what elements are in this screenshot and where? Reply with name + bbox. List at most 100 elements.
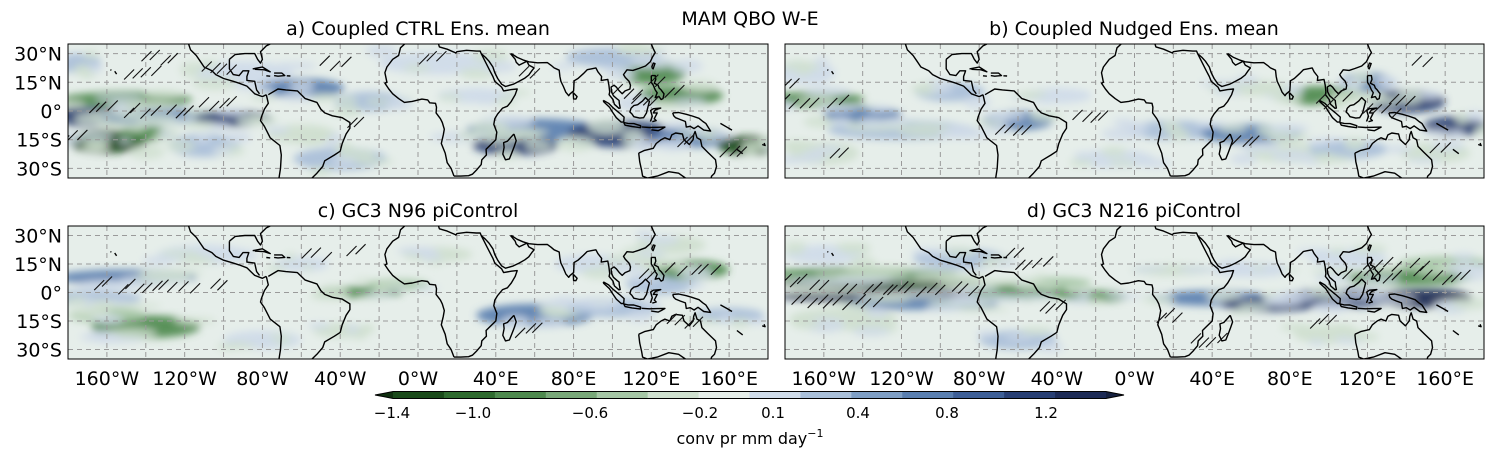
field-texture [829, 117, 851, 125]
field-texture [925, 306, 965, 311]
lat-tick-label: 15°N [14, 72, 62, 94]
field-texture [372, 287, 389, 293]
colorbar-cell [750, 392, 801, 399]
lon-tick-label: 40°E [473, 368, 519, 390]
field-texture [784, 241, 807, 249]
field-texture [496, 149, 518, 160]
panel-a-lat-labels: 30°N15°N0°15°S30°S [14, 44, 62, 181]
colorbar-tick-label: 0.1 [761, 404, 785, 422]
field-texture [81, 312, 109, 318]
field-texture [1456, 112, 1469, 124]
colorbar-cell [1055, 392, 1106, 399]
colorbar-cell [444, 392, 495, 399]
colorbar-cell [648, 392, 699, 399]
field-texture [144, 90, 183, 100]
colorbar-label-exponent: −1 [807, 427, 823, 440]
field-texture [302, 264, 313, 271]
field-texture [135, 120, 184, 125]
field-texture [805, 87, 851, 97]
colorbar-cell [597, 392, 648, 399]
field-texture [907, 267, 995, 271]
field-texture [1332, 324, 1352, 331]
lat-tick-label: 30°S [16, 340, 62, 362]
lon-tick-label: 120°W [869, 368, 934, 390]
lon-tick-label: 40°E [1189, 368, 1235, 390]
field-texture [1037, 342, 1064, 352]
field-texture [606, 71, 637, 79]
field-texture [929, 85, 953, 93]
field-texture [1078, 292, 1092, 299]
field-texture [160, 250, 199, 256]
field-texture [1004, 335, 1034, 341]
field-texture [998, 112, 1026, 120]
field-texture [852, 327, 890, 337]
field-texture [1143, 295, 1175, 304]
lon-tick-label: 120°W [152, 368, 217, 390]
field-texture [165, 141, 195, 152]
lon-tick-label: 160°W [792, 368, 857, 390]
field-texture [1020, 327, 1053, 335]
field-texture [87, 144, 108, 151]
lon-tick-label: 160°E [700, 368, 758, 390]
field-texture [397, 247, 428, 254]
field-texture [767, 151, 781, 158]
field-texture [403, 64, 430, 72]
field-texture [192, 76, 238, 90]
colorbar-cells [375, 392, 1124, 399]
field-texture [182, 120, 216, 128]
lon-tick-label: 160°W [75, 368, 140, 390]
field-texture [89, 111, 148, 118]
lon-tick-label: 80°E [551, 368, 597, 390]
field-texture [1090, 298, 1105, 305]
panel-c-lat-labels: 30°N15°N0°15°S30°S [14, 226, 62, 362]
field-texture [948, 294, 986, 304]
field-texture [1355, 92, 1386, 106]
field-texture [866, 307, 888, 318]
field-texture [1218, 126, 1247, 133]
field-texture [552, 296, 579, 308]
field-texture [525, 140, 552, 149]
field-texture [556, 136, 595, 152]
field-texture [787, 288, 866, 295]
colorbar-tick-label: −1.4 [374, 404, 410, 422]
field-texture [1475, 125, 1490, 135]
panel-c: c) GC3 N96 piControl 30°N15°N0°15°S30°S … [14, 200, 771, 390]
panel-c-title: c) GC3 N96 piControl [318, 200, 518, 222]
field-texture [783, 140, 815, 149]
field-texture [964, 96, 991, 109]
field-texture [1370, 295, 1416, 302]
colorbar-tick-label: −0.6 [572, 404, 608, 422]
field-texture [1101, 147, 1126, 157]
field-texture [673, 98, 706, 104]
field-texture [95, 95, 145, 101]
field-texture [353, 278, 376, 283]
field-texture [699, 130, 716, 140]
colorbar-cell [393, 392, 444, 399]
field-texture [1015, 282, 1042, 290]
colorbar-cell [495, 392, 546, 399]
lon-tick-label: 0°W [398, 368, 439, 390]
colorbar-label: conv pr mm day−1 [676, 427, 823, 448]
field-texture [834, 243, 870, 250]
lon-tick-label: 40°W [314, 368, 367, 390]
field-texture [1161, 121, 1181, 132]
field-texture [1038, 96, 1054, 104]
field-texture [112, 303, 162, 308]
field-texture [1101, 127, 1145, 140]
field-texture [1108, 160, 1136, 167]
field-texture [1450, 129, 1464, 138]
field-texture [813, 272, 909, 278]
field-texture [366, 44, 397, 57]
field-texture [815, 56, 829, 67]
field-texture [438, 94, 462, 101]
colorbar-extend-low [375, 392, 393, 399]
lon-tick-label: 120°E [1339, 368, 1397, 390]
colorbar-tick-label: 1.2 [1034, 404, 1058, 422]
field-texture [1038, 284, 1059, 290]
figure-title: MAM QBO W-E [681, 8, 818, 30]
field-texture [63, 297, 88, 307]
colorbar-cell [699, 392, 750, 399]
